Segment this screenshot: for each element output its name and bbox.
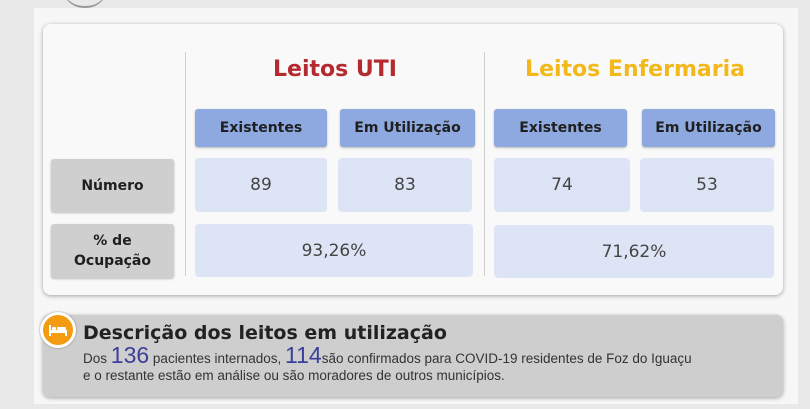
enfermaria-ocupacao: 71,62%: [494, 225, 774, 278]
text-mid: pacientes internados,: [152, 351, 282, 366]
text-prefix: Dos: [83, 351, 108, 366]
enfermaria-numero-existentes: 74: [494, 158, 630, 212]
top-arc-decoration: [62, 0, 108, 8]
uti-existentes-header: Existentes: [195, 109, 327, 147]
divider-middle: [484, 52, 485, 276]
row-label-numero-text: Número: [81, 177, 144, 194]
uti-numero-existentes: 89: [195, 158, 327, 212]
bed-icon: [40, 312, 76, 348]
text-suffix: são confirmados para COVID-19 residentes…: [321, 351, 692, 366]
enfermaria-title: Leitos Enfermaria: [525, 57, 745, 82]
description-title: Descrição dos leitos em utilização: [83, 322, 447, 344]
row-label-ocupacao-line2: Ocupação: [74, 253, 151, 269]
row-label-ocupacao: % de Ocupação: [51, 224, 174, 278]
enfermaria-numero-em-utilizacao: 53: [640, 158, 774, 212]
total-patients: 136: [110, 342, 150, 368]
description-panel: [43, 315, 783, 397]
enfermaria-em-utilizacao-header: Em Utilização: [642, 109, 775, 147]
row-label-ocupacao-line1: % de: [93, 233, 132, 249]
divider-left: [185, 52, 186, 276]
description-text: Dos 136 pacientes internados, 114são con…: [83, 344, 763, 384]
uti-title: Leitos UTI: [273, 57, 397, 82]
row-label-numero: Número: [51, 159, 174, 212]
enfermaria-existentes-header: Existentes: [494, 109, 627, 147]
uti-ocupacao: 93,26%: [195, 224, 473, 277]
uti-numero-em-utilizacao: 83: [338, 158, 472, 212]
confirmed-patients: 114: [285, 342, 322, 368]
uti-em-utilizacao-header: Em Utilização: [340, 109, 475, 147]
text-line2: e o restante estão em análise ou são mor…: [83, 368, 505, 383]
